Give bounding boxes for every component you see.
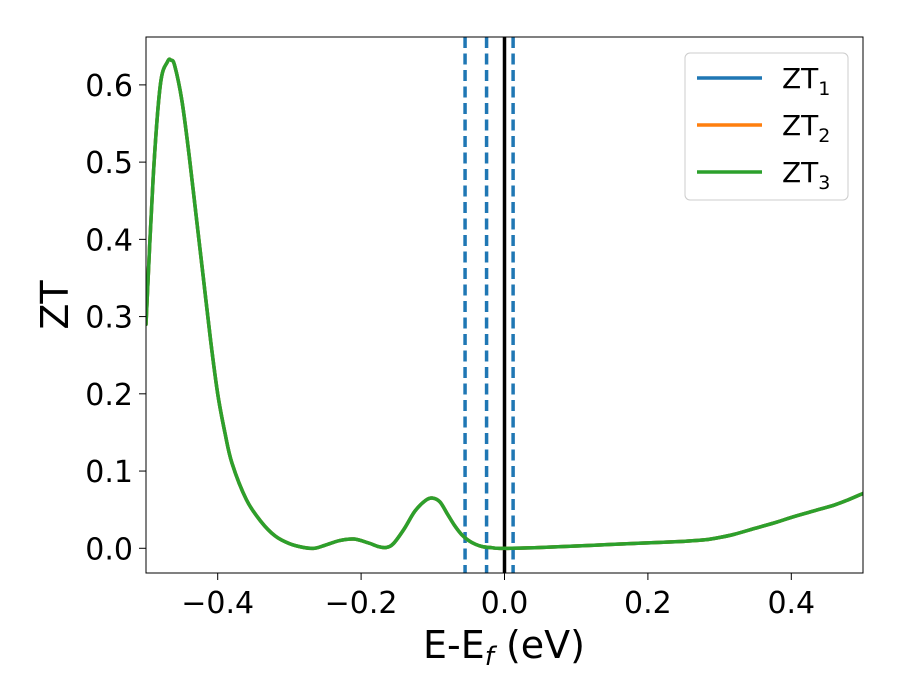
reference-lines [463,37,515,573]
legend-label: ZT3 [782,156,830,194]
y-tick-label: 0.5 [85,146,133,181]
y-tick-label: 0.3 [85,301,133,336]
legend-entry-zt3: ZT3 [697,156,830,194]
legend-label: ZT2 [782,109,830,147]
y-tick-label: 0.4 [85,223,133,258]
x-tick-label: 0.2 [624,586,672,621]
y-axis-label: ZT [33,280,77,330]
y-tick-label: 0.6 [85,69,133,104]
x-axis-label-unit: (eV) [494,623,585,667]
legend-label: ZT1 [782,62,830,100]
x-tick-label: −0.2 [325,586,398,621]
legend-entry-zt2: ZT2 [697,109,830,147]
x-axis-label-main: E-E [423,623,485,667]
legend-entry-zt1: ZT1 [697,62,830,100]
y-tick-label: 0.1 [85,455,133,490]
x-axis-label: E-Ef (eV) [423,623,585,672]
y-tick-label: 0.2 [85,378,133,413]
x-tick-label: 0.0 [481,586,529,621]
legend: ZT1 ZT2 ZT3 [684,52,849,201]
series-lines [146,57,863,551]
x-tick-label: −0.4 [181,586,254,621]
y-tick-label: 0.0 [85,532,133,567]
series-line-zt3 [146,57,863,551]
y-axis-ticks: 0.0 0.1 0.2 0.3 0.4 0.5 0.6 [85,69,146,567]
x-axis-ticks: −0.4 −0.2 0.0 0.2 0.4 [181,573,815,621]
legend-box [684,52,849,201]
x-tick-label: 0.4 [767,586,815,621]
